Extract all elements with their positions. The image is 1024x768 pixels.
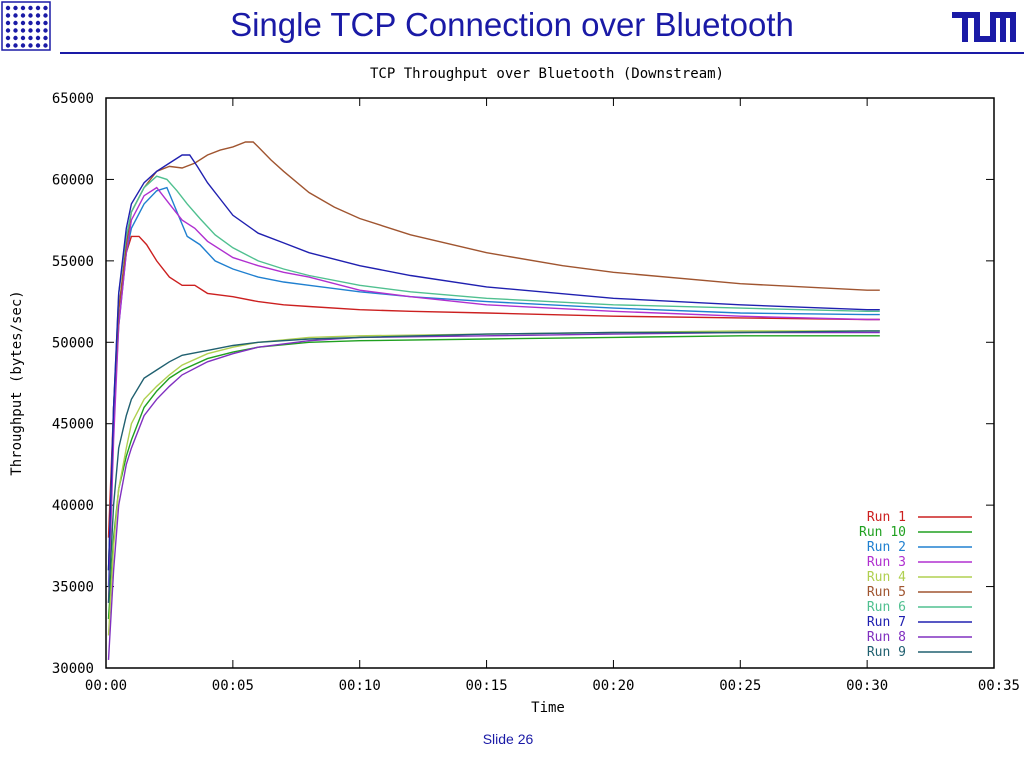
x-tick-label: 00:35 <box>978 678 1020 694</box>
x-axis: 00:00 00:05 00:10 00:15 00:20 00:25 00:30 00:35 <box>85 98 1020 694</box>
tum-logo-icon <box>948 6 1018 48</box>
x-tick-label: 00:25 <box>719 678 761 694</box>
legend-label: Run 4 <box>867 570 906 585</box>
legend-label: Run 8 <box>867 630 906 645</box>
x-tick-label: 00:10 <box>339 678 381 694</box>
chart-title: TCP Throughput over Bluetooth (Downstrea… <box>370 66 724 82</box>
slide-title: Single TCP Connection over Bluetooth <box>230 6 794 43</box>
y-tick-label: 35000 <box>52 580 94 596</box>
y-tick-label: 40000 <box>52 498 94 514</box>
x-axis-label: Time <box>531 700 565 716</box>
series-line-run-10 <box>107 335 880 620</box>
plot-frame <box>105 97 995 669</box>
legend-label: Run 6 <box>867 600 906 615</box>
legend-label: Run 10 <box>859 525 906 540</box>
x-tick-label: 00:05 <box>212 678 254 694</box>
series-line-run-2 <box>107 186 880 587</box>
series-line-run-3 <box>107 186 880 603</box>
legend-label: Run 7 <box>867 615 906 630</box>
y-tick-label: 30000 <box>52 661 94 677</box>
y-tick-label: 50000 <box>52 335 94 351</box>
legend-label: Run 1 <box>867 510 906 525</box>
series-line-run-6 <box>107 175 880 571</box>
y-tick-label: 55000 <box>52 254 94 270</box>
series-line-run-7 <box>107 154 880 571</box>
legend-label: Run 5 <box>867 585 906 600</box>
y-axis-label: Throughput (bytes/sec) <box>9 290 25 475</box>
y-tick-label: 60000 <box>52 172 94 188</box>
x-tick-label: 00:30 <box>846 678 888 694</box>
y-tick-label: 45000 <box>52 417 94 433</box>
institute-logo-icon <box>0 0 55 52</box>
y-tick-label: 65000 <box>52 91 94 107</box>
y-axis: 30000 35000 40000 45000 50000 55000 60000 65000 <box>52 91 994 677</box>
legend-label: Run 9 <box>867 645 906 660</box>
title-divider <box>60 52 1024 54</box>
x-tick-label: 00:20 <box>592 678 634 694</box>
legend-label: Run 3 <box>867 555 906 570</box>
series-line-run-4 <box>107 330 880 636</box>
x-tick-label: 00:15 <box>465 678 507 694</box>
series-layer <box>107 141 880 660</box>
slide-number: Slide 26 <box>482 731 534 747</box>
series-line-run-9 <box>107 330 880 603</box>
x-tick-label: 00:00 <box>85 678 127 694</box>
series-line-run-1 <box>107 235 880 538</box>
throughput-chart: TCP Throughput over Bluetooth (Downstrea… <box>0 58 1024 720</box>
series-line-run-8 <box>107 331 880 660</box>
legend-label: Run 2 <box>867 540 906 555</box>
